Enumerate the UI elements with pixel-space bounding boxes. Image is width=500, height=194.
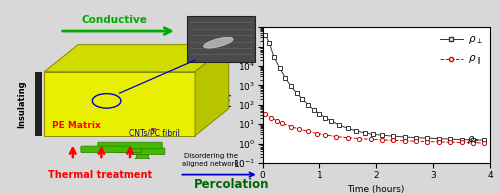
Text: Insulating: Insulating	[18, 80, 26, 128]
FancyBboxPatch shape	[132, 148, 165, 155]
Text: Percolation: Percolation	[194, 178, 269, 191]
Polygon shape	[44, 45, 229, 72]
Text: $\rho_e$: $\rho_e$	[467, 134, 479, 146]
FancyBboxPatch shape	[35, 72, 42, 136]
Text: Disordering the
aligned network: Disordering the aligned network	[182, 153, 239, 167]
Y-axis label: ρ/ρₑ: ρ/ρₑ	[221, 84, 231, 106]
FancyBboxPatch shape	[114, 146, 141, 153]
Text: Conductive: Conductive	[82, 15, 148, 25]
Ellipse shape	[204, 37, 233, 48]
Text: Thermal treatment: Thermal treatment	[48, 170, 152, 180]
Text: PE Matrix: PE Matrix	[52, 121, 101, 130]
FancyBboxPatch shape	[98, 142, 162, 149]
FancyBboxPatch shape	[81, 146, 131, 153]
Polygon shape	[44, 72, 195, 136]
Text: CNTs/PC fibril: CNTs/PC fibril	[130, 128, 180, 137]
FancyBboxPatch shape	[135, 152, 150, 158]
FancyBboxPatch shape	[187, 16, 255, 62]
X-axis label: Time (hours): Time (hours)	[348, 185, 405, 194]
Legend: $\rho_{\perp}$, $\rho_{\parallel}$: $\rho_{\perp}$, $\rho_{\parallel}$	[438, 32, 485, 70]
Polygon shape	[195, 45, 229, 136]
